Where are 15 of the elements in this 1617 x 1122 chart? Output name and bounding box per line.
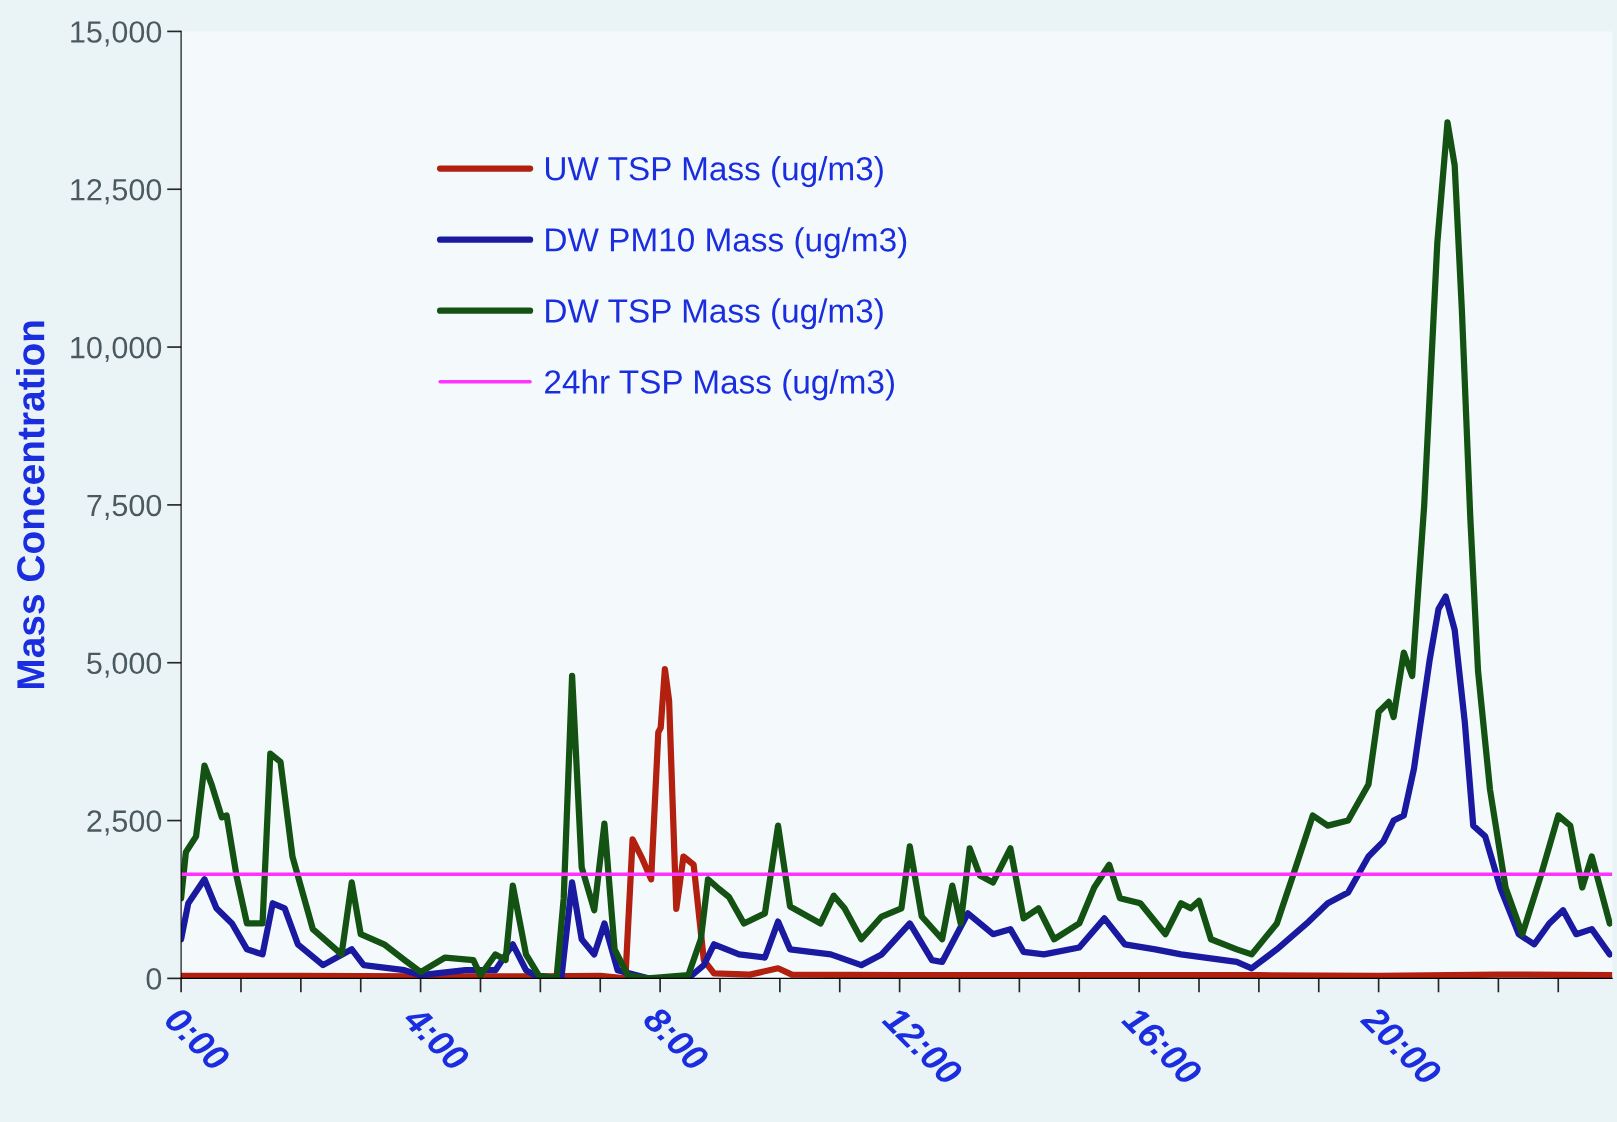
- y-axis-title: Mass Concentration: [15, 321, 45, 689]
- x-tick-label: 8:00: [641, 1004, 711, 1073]
- legend-label: DW PM10 Mass (ug/m3): [546, 227, 907, 259]
- legend-label: DW TSP Mass (ug/m3): [546, 298, 883, 330]
- x-tick-label: 0:00: [163, 1005, 232, 1073]
- y-tick-label: 7,500: [87, 494, 162, 520]
- y-tick-label: 12,500: [71, 178, 162, 205]
- y-tick-label: 0: [146, 968, 162, 990]
- legend-label: UW TSP Mass (ug/m3): [545, 156, 883, 188]
- x-tick-label: 4:00: [401, 1003, 471, 1073]
- legend-label: 24hr TSP Mass (ug/m3): [545, 369, 894, 401]
- y-tick-label: 10,000: [71, 336, 162, 363]
- y-tick-label: 2,500: [87, 810, 162, 836]
- y-tick-label: 15,000: [71, 21, 162, 47]
- y-tick-label: 5,000: [87, 652, 162, 678]
